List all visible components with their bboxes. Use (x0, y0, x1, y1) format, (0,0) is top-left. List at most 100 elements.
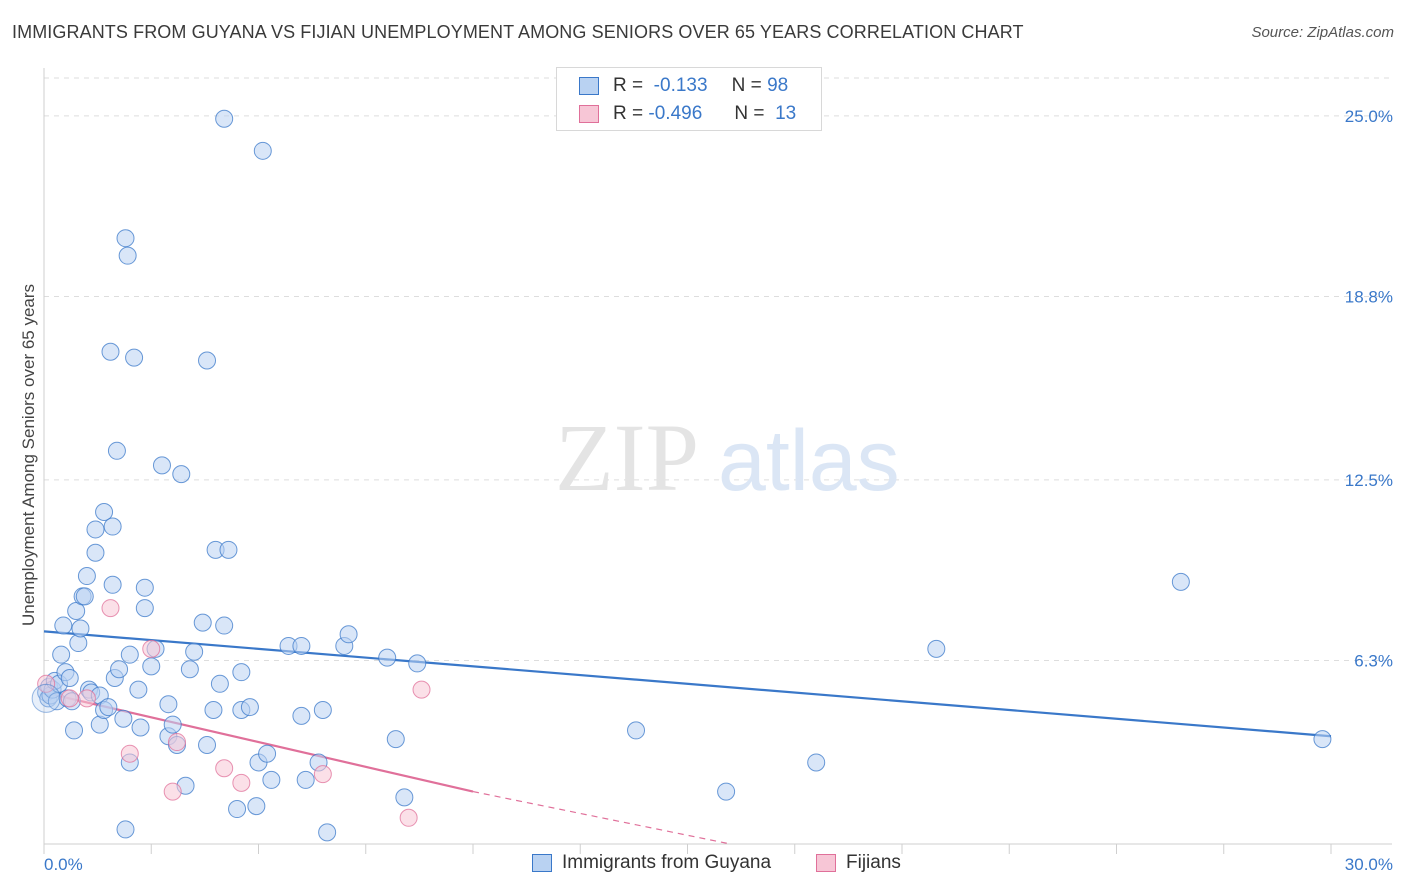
y-axis-label: Unemployment Among Seniors over 65 years (19, 284, 38, 626)
point-guyana (318, 823, 337, 842)
point-guyana (54, 616, 73, 635)
point-fijians (120, 744, 139, 763)
stats-legend: R = -0.133 N = 98 R = -0.496 N = 13 (556, 67, 822, 131)
source-credit: Source: ZipAtlas.com (1251, 24, 1394, 41)
point-guyana (386, 730, 405, 749)
point-guyana (215, 109, 234, 128)
point-fijians (60, 689, 79, 708)
point-guyana (193, 613, 212, 632)
legend-r-value: -0.133 (653, 75, 708, 96)
point-guyana (378, 648, 397, 667)
point-guyana (198, 351, 217, 370)
point-guyana (118, 246, 137, 265)
bottom-legend-label-fijians: Fijians (846, 852, 901, 873)
point-fijians (163, 782, 182, 801)
point-guyana (1313, 730, 1332, 749)
point-guyana (142, 657, 161, 676)
data-points (31, 109, 1332, 842)
point-guyana (210, 674, 229, 693)
point-fijians (399, 808, 418, 827)
point-guyana (395, 788, 414, 807)
point-guyana (101, 342, 120, 361)
point-guyana (163, 715, 182, 734)
point-guyana (95, 502, 114, 521)
point-guyana (292, 636, 311, 655)
point-guyana (114, 709, 133, 728)
point-guyana (110, 660, 129, 679)
watermark-atlas: atlas (718, 413, 900, 509)
tick-labels: 6.3% 12.5% 18.8% 25.0% 0.0% 30.0% (44, 107, 1393, 874)
point-guyana (296, 770, 315, 789)
point-guyana (219, 540, 238, 559)
legend-r-label: R = (613, 75, 644, 96)
point-guyana (65, 721, 84, 740)
legend-row-fijians: R = -0.496 N = 13 (579, 102, 796, 126)
point-guyana (116, 820, 135, 839)
point-guyana (240, 698, 259, 717)
legend-r-value: -0.496 (648, 103, 703, 124)
point-guyana (120, 645, 139, 664)
point-fijians (313, 765, 332, 784)
point-guyana (52, 645, 71, 664)
point-fijians (142, 639, 161, 658)
point-guyana-cluster (31, 683, 61, 713)
point-guyana (247, 797, 266, 816)
point-guyana (125, 348, 144, 367)
bottom-swatch-blue (532, 854, 552, 872)
point-guyana (313, 701, 332, 720)
point-guyana (107, 441, 126, 460)
point-guyana (807, 753, 826, 772)
point-guyana (1171, 572, 1190, 591)
point-fijians (215, 759, 234, 778)
point-guyana (103, 575, 122, 594)
point-guyana (103, 517, 122, 536)
point-guyana (86, 543, 105, 562)
y-tick-label: 6.3% (1354, 652, 1393, 671)
axes (43, 68, 1392, 854)
legend-row-guyana: R = -0.133 N = 98 (579, 74, 788, 98)
gridlines (44, 77, 1392, 662)
point-guyana (99, 698, 118, 717)
bottom-legend-guyana: Immigrants from Guyana (532, 852, 771, 874)
point-guyana (86, 520, 105, 539)
point-fijians (412, 680, 431, 699)
point-guyana (75, 587, 94, 606)
point-guyana (253, 141, 272, 160)
point-guyana (717, 782, 736, 801)
point-guyana (135, 578, 154, 597)
point-guyana (204, 701, 223, 720)
point-guyana (129, 680, 148, 699)
bottom-swatch-pink (816, 854, 836, 872)
x-tick-label-max: 30.0% (1345, 855, 1393, 874)
legend-n-value: 98 (767, 75, 789, 96)
legend-swatch-pink (579, 105, 599, 123)
point-guyana (408, 654, 427, 673)
y-tick-label: 18.8% (1345, 287, 1393, 306)
bottom-legend-fijians: Fijians (816, 852, 901, 874)
point-guyana (927, 639, 946, 658)
legend-n-label: N = (734, 103, 765, 124)
trend-line-guyana (43, 630, 1332, 738)
watermark-zip: ZIP (555, 404, 699, 511)
point-guyana (152, 456, 171, 475)
point-fijians (101, 599, 120, 618)
point-guyana (258, 744, 277, 763)
point-guyana (339, 625, 358, 644)
y-tick-label: 25.0% (1345, 107, 1393, 126)
point-fijians (37, 674, 56, 693)
point-guyana (232, 663, 251, 682)
legend-swatch-blue (579, 77, 599, 95)
bottom-legend-label-guyana: Immigrants from Guyana (562, 852, 772, 873)
point-guyana (292, 706, 311, 725)
point-guyana (198, 735, 217, 754)
point-fijians (167, 733, 186, 752)
point-guyana (228, 800, 247, 819)
point-guyana (77, 567, 96, 586)
point-guyana (116, 229, 135, 248)
point-fijians (77, 689, 96, 708)
point-fijians (232, 773, 251, 792)
point-guyana (135, 599, 154, 618)
legend-n-value: 13 (775, 103, 797, 124)
point-guyana (60, 668, 79, 687)
